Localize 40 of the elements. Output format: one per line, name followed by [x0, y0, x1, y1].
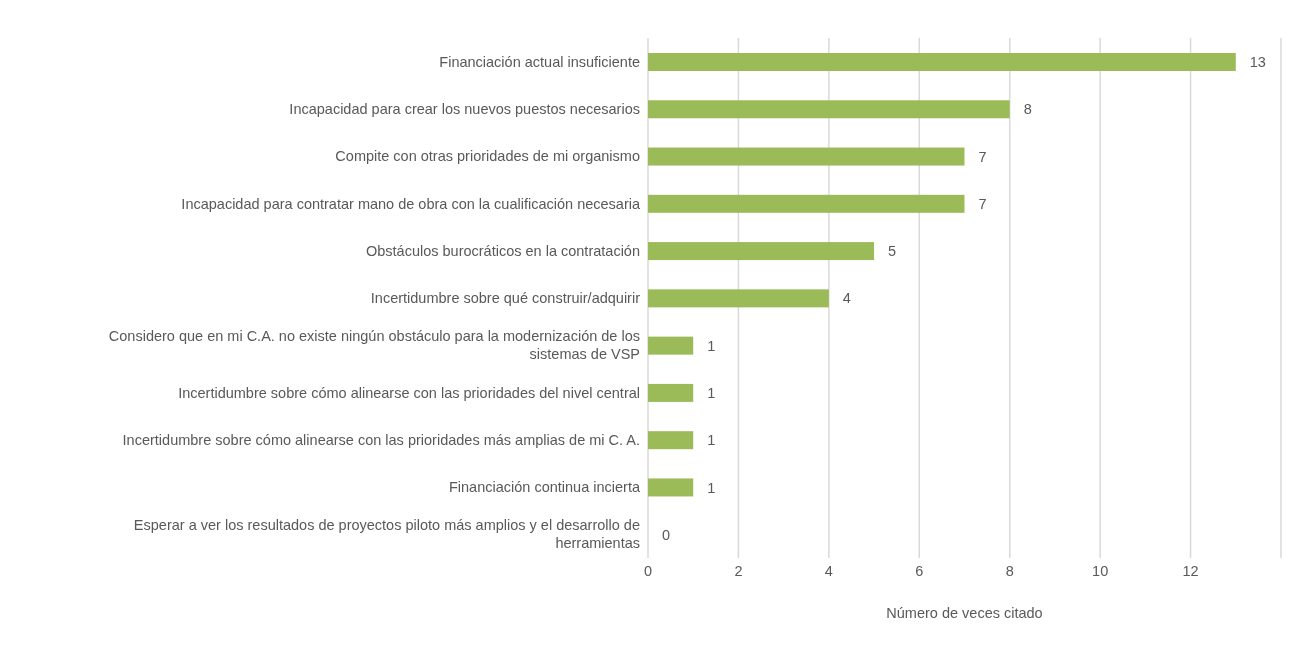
y-tick-label: Financiación actual insuficiente [439, 53, 640, 70]
bar [648, 289, 829, 308]
y-tick-label: Incertidumbre sobre cómo alinearse con las prioridades del nivel central [178, 384, 640, 401]
y-tick-label: Incertidumbre sobre qué construir/adquirir [370, 290, 641, 307]
bar [648, 147, 965, 166]
bar [648, 194, 965, 213]
x-tick-label: 6 [915, 563, 924, 580]
data-label: 0 [662, 526, 671, 543]
bar [648, 478, 694, 497]
data-label: 4 [842, 290, 851, 307]
data-label: 8 [1023, 101, 1032, 118]
x-tick-label: 12 [1182, 563, 1199, 580]
x-tick-label: 0 [643, 563, 653, 580]
bar [648, 100, 1010, 119]
y-tick-label: Considero que en mi C.A. no existe ningún obstáculo para la modernización de los sistemas de VSP [108, 328, 640, 363]
data-label: 13 [1249, 54, 1266, 71]
y-tick-label: Financiación continua incierta [448, 479, 641, 496]
x-tick-label: 2 [734, 563, 743, 580]
bar [648, 53, 1236, 71]
data-label: 1 [707, 337, 716, 354]
y-tick-label: Incapacidad para contratar mano de obra con la cualificación necesaria [181, 195, 641, 212]
y-tick-label: Incapacidad para crear los nuevos puestos necesarios [289, 100, 640, 117]
data-label: 7 [978, 148, 987, 165]
bar [648, 336, 694, 355]
data-label: 1 [707, 479, 716, 496]
y-tick-label: Obstáculos burocráticos en la contratación [365, 242, 640, 259]
data-label: 5 [888, 243, 897, 260]
y-tick-label: Esperar a ver los resultados de proyectos piloto más amplios y el desarrollo de herramientas [133, 517, 640, 552]
x-tick-label: 8 [1005, 563, 1014, 580]
x-tick-label: 4 [824, 563, 833, 580]
y-tick-label: Compite con otras prioridades de mi organismo [335, 148, 640, 165]
data-label: 1 [707, 432, 716, 449]
x-axis-title: Número de veces citado [886, 605, 1043, 621]
bar [648, 383, 694, 402]
y-tick-label: Incertidumbre sobre cómo alinearse con las prioridades más amplias de mi C. A. [122, 431, 640, 448]
bar [648, 431, 694, 450]
data-label: 7 [978, 195, 987, 212]
x-tick-label: 10 [1092, 563, 1109, 580]
bar [648, 242, 875, 261]
data-label: 1 [707, 384, 716, 401]
